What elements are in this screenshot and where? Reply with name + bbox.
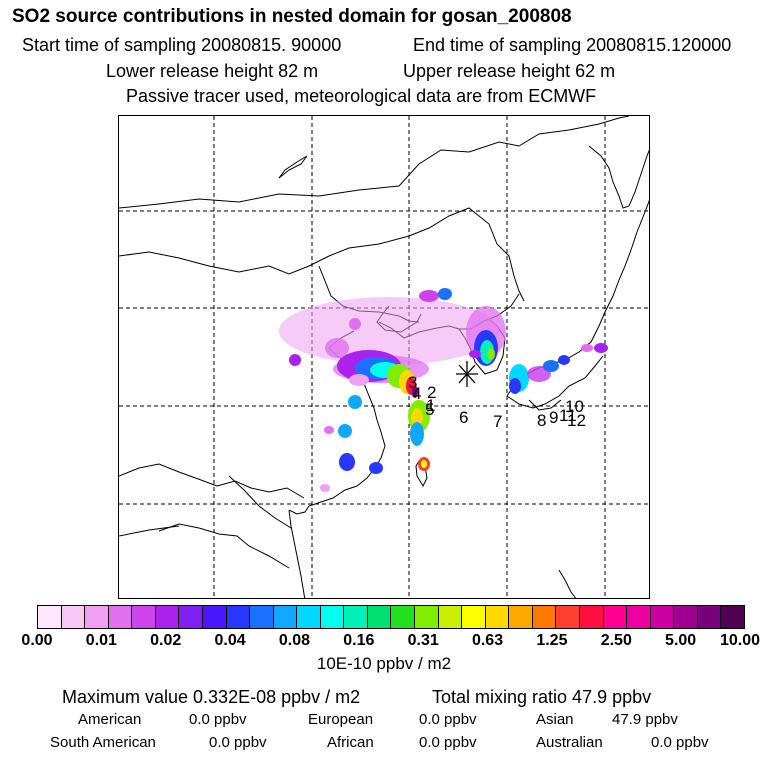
region-name-asian: Asian <box>536 711 574 728</box>
colorbar-tick-label: 0.31 <box>407 632 439 649</box>
colorbar-tick-label: 1.25 <box>536 632 568 649</box>
colorbar-tick-label: 2.50 <box>600 632 632 649</box>
region-name-south-american: South American <box>50 734 156 751</box>
colorbar-swatch <box>154 606 179 628</box>
colorbar-swatch <box>249 606 273 628</box>
colorbar-tick-label: 0.08 <box>278 632 311 649</box>
source-label-10: 10 <box>565 397 584 416</box>
region-value-european: 0.0 ppbv <box>419 711 477 728</box>
colorbar-swatch <box>343 606 367 628</box>
colorbar-tick-label: 0.16 <box>343 632 375 649</box>
colorbar-tick-label: 0.63 <box>471 632 504 649</box>
colorbar-tick-label: 10.00 <box>719 632 761 649</box>
source-label-6: 6 <box>459 408 468 427</box>
source-label-9: 9 <box>549 408 558 427</box>
start-time: Start time of sampling 20080815. 90000 <box>22 35 342 55</box>
colorbar-swatch <box>626 606 650 628</box>
region-value-asian: 47.9 ppbv <box>612 711 678 728</box>
colorbar-swatch <box>673 606 697 628</box>
colorbar-swatch <box>131 606 155 628</box>
colorbar-swatch <box>720 606 744 628</box>
colorbar-swatch <box>38 606 61 628</box>
colorbar-swatch <box>578 606 603 628</box>
concentration-field <box>279 288 608 492</box>
source-label-12: 12 <box>567 411 586 430</box>
region-value-african: 0.0 ppbv <box>419 734 477 751</box>
colorbar-swatch <box>437 606 462 628</box>
source-label-2: 2 <box>427 383 436 402</box>
colorbar-swatch <box>60 606 85 628</box>
source-labels: 1 2 3 4 5 6 7 8 9 10 11 12 <box>408 373 586 431</box>
lower-release-height: Lower release height 82 m <box>106 61 319 81</box>
colorbar-swatch <box>555 606 579 628</box>
colorbar-swatch <box>84 606 108 628</box>
source-label-1: 1 <box>426 396 435 415</box>
region-name-australian: Australian <box>536 734 603 751</box>
source-label-11: 11 <box>559 406 577 425</box>
upper-release-height: Upper release height 62 m <box>403 61 616 81</box>
colorbar-swatch <box>272 606 297 628</box>
source-label-7: 7 <box>493 412 502 431</box>
colorbar-swatch <box>201 606 226 628</box>
region-name-american: American <box>78 711 142 728</box>
colorbar-swatch <box>484 606 509 628</box>
colorbar-swatch <box>696 606 721 628</box>
region-name-european: European <box>308 711 374 728</box>
colorbar-unit: 10E-10 ppbv / m2 <box>316 654 452 673</box>
colorbar-swatch <box>225 606 250 628</box>
colorbar-swatch <box>319 606 344 628</box>
colorbar-tick-label: 5.00 <box>665 632 697 649</box>
colorbar-swatch <box>531 606 556 628</box>
colorbar-tick-label: 0.02 <box>150 632 182 649</box>
colorbar-swatch <box>508 606 532 628</box>
source-label-8: 8 <box>537 411 546 430</box>
colorbar-tick-label: 0.04 <box>214 632 246 649</box>
colorbar-swatch <box>296 606 320 628</box>
region-value-american: 0.0 ppbv <box>189 711 247 728</box>
map-panel: 1 2 3 4 5 6 7 8 9 10 11 12 <box>118 115 650 599</box>
colorbar-swatch <box>390 606 414 628</box>
colorbar-swatch <box>414 606 438 628</box>
source-label-4: 4 <box>412 384 421 403</box>
max-value: Maximum value 0.332E-08 ppbv / m2 <box>62 687 361 707</box>
colorbar-tick-label: 0.00 <box>21 632 53 649</box>
region-value-australian: 0.0 ppbv <box>651 734 709 751</box>
colorbar-swatch <box>178 606 202 628</box>
end-time: End time of sampling 20080815.120000 <box>413 35 732 55</box>
tracer-note: Passive tracer used, meteorological data… <box>126 86 597 106</box>
colorbar-swatch <box>602 606 627 628</box>
colorbar <box>37 605 745 629</box>
colorbar-swatch <box>461 606 485 628</box>
source-label-5: 5 <box>425 400 434 419</box>
source-label-3: 3 <box>408 373 417 392</box>
receptor-marker <box>456 361 478 387</box>
colorbar-swatch <box>366 606 391 628</box>
colorbar-swatch <box>649 606 674 628</box>
colorbar-swatch <box>107 606 132 628</box>
region-value-south-american: 0.0 ppbv <box>209 734 267 751</box>
map-title: SO2 source contributions in nested domai… <box>12 6 572 27</box>
region-name-african: African <box>327 734 374 751</box>
total-mixing-ratio: Total mixing ratio 47.9 ppbv <box>432 687 652 707</box>
colorbar-tick-label: 0.01 <box>85 632 117 649</box>
map-canvas: 1 2 3 4 5 6 7 8 9 10 11 12 <box>119 116 649 598</box>
